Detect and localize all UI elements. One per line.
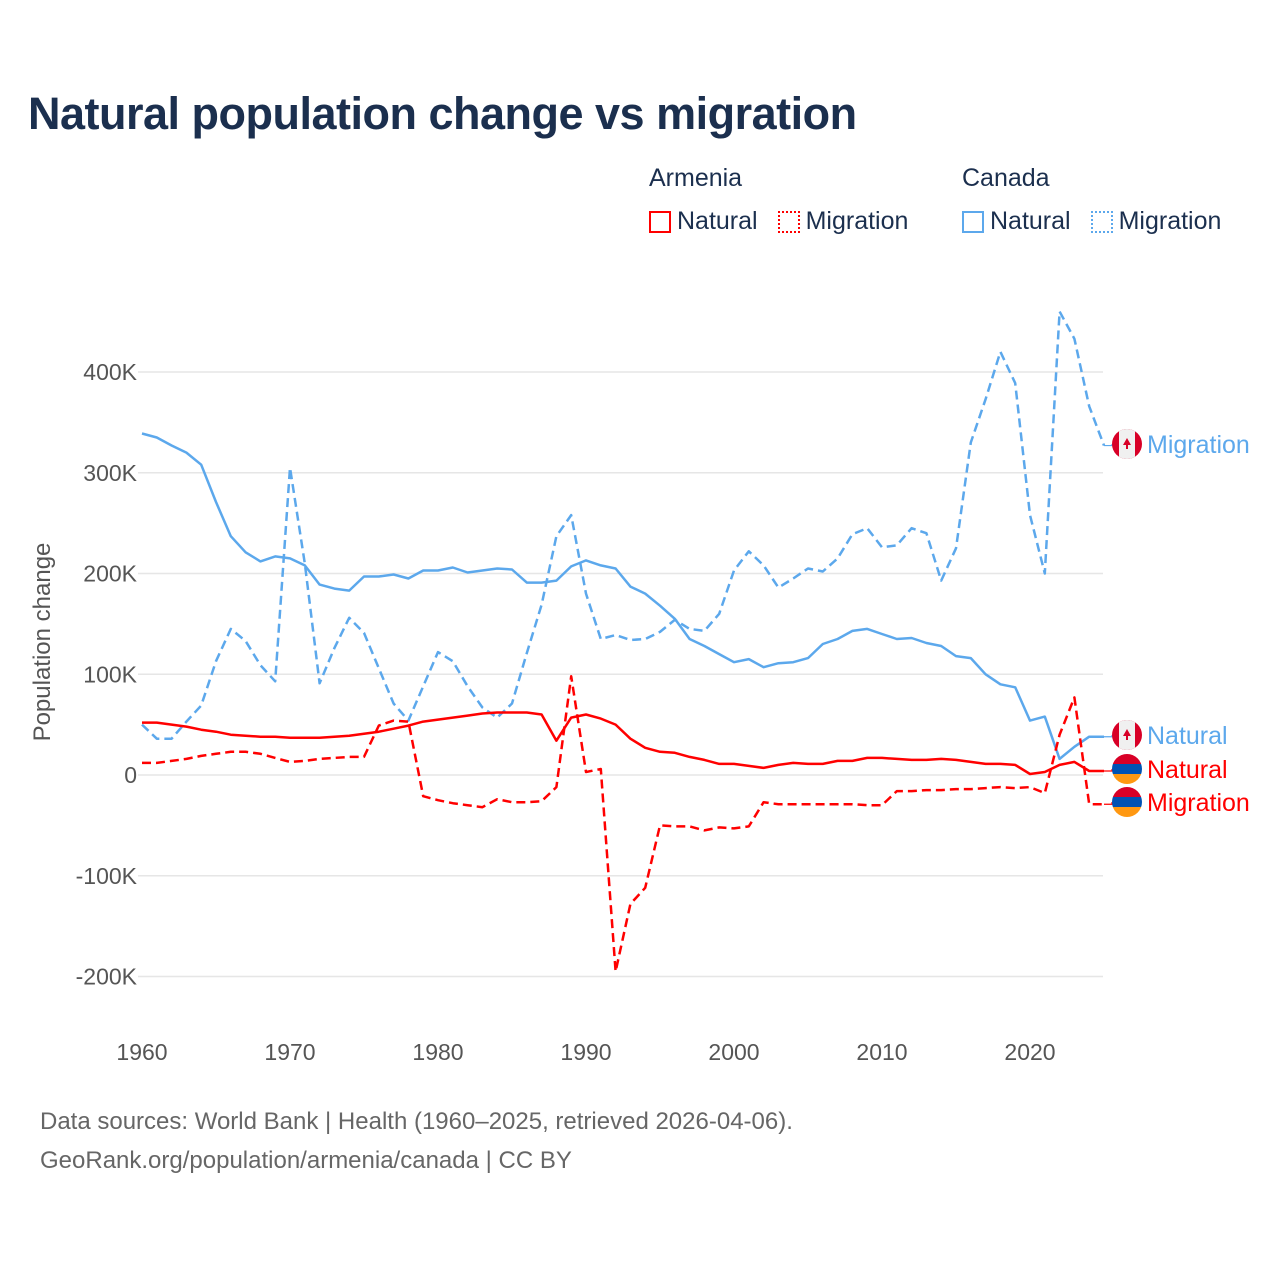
footer-sources: Data sources: World Bank | Health (1960–… (40, 1108, 793, 1135)
series-end-label: Migration (1147, 789, 1250, 817)
end-label-connector (1104, 444, 1113, 447)
solid-line-swatch-icon (962, 210, 984, 233)
canada-flag-icon (1112, 429, 1142, 459)
series-line-armenia-natural[interactable] (142, 711, 1104, 776)
legend-armenia-migration[interactable]: Migration (777, 207, 909, 236)
y-axis-label: Population change (29, 543, 56, 742)
legend-heading: Canada (962, 164, 1050, 192)
legend-canada-migration[interactable]: Migration (1090, 207, 1222, 236)
legend-heading: Armenia (649, 164, 743, 192)
armenia-flag-icon (1112, 754, 1142, 784)
x-tick-label: 2010 (856, 1039, 907, 1065)
y-tick-label: 100K (83, 661, 137, 687)
canada-flag-icon (1112, 720, 1142, 750)
dotted-line-swatch-icon (777, 210, 800, 233)
end-label-connector (1104, 735, 1113, 738)
y-tick-label: 400K (83, 359, 137, 385)
y-tick-label: 0 (124, 762, 137, 788)
y-tick-label: 300K (83, 460, 137, 486)
series-end-label: Migration (1147, 431, 1250, 459)
series-end-label: Natural (1147, 756, 1228, 784)
series-end-label: Natural (1147, 722, 1228, 750)
dotted-line-swatch-icon (1090, 210, 1113, 233)
x-tick-label: 1960 (116, 1039, 167, 1065)
x-tick-label: 2020 (1004, 1039, 1055, 1065)
x-tick-label: 1980 (412, 1039, 463, 1065)
legend-canada-natural[interactable]: Natural (962, 207, 1071, 236)
x-tick-label: 1970 (264, 1039, 315, 1065)
x-tick-label: 1990 (560, 1039, 611, 1065)
legend-group-canada: Canada Natural Migration (962, 164, 1221, 236)
legend-label: Natural (990, 207, 1071, 235)
legend-label: Migration (1118, 207, 1222, 235)
series-line-canada-migration[interactable] (141, 310, 1106, 740)
x-tick-label: 2000 (708, 1039, 759, 1065)
legend-armenia-natural[interactable]: Natural (649, 207, 758, 236)
y-tick-label: 200K (83, 561, 137, 587)
end-label-connector (1104, 802, 1113, 805)
armenia-flag-icon (1112, 787, 1142, 817)
series-line-armenia-migration[interactable] (142, 675, 1104, 973)
end-label-connector (1104, 769, 1113, 772)
solid-line-swatch-icon (649, 210, 671, 233)
legend-label: Natural (677, 207, 758, 235)
legend-label: Migration (805, 207, 909, 235)
y-tick-label: -100K (76, 863, 138, 889)
y-tick-label: -200K (76, 964, 138, 990)
footer-attribution[interactable]: GeoRank.org/population/armenia/canada | … (40, 1147, 572, 1174)
series-line-canada-natural[interactable] (141, 432, 1104, 761)
chart-title: Natural population change vs migration (28, 88, 857, 139)
legend-group-armenia: Armenia Natural Migration (649, 164, 908, 236)
